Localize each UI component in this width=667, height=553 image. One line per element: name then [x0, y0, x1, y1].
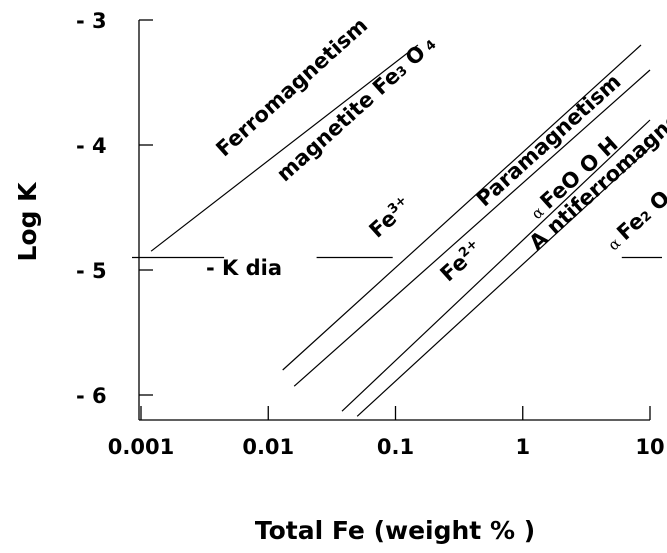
x-ticks: 0.001 0.01 0.1 1 10 [108, 406, 665, 459]
y-tick-label: - 6 [76, 384, 107, 408]
k-dia-label: - K dia [206, 256, 282, 280]
series-line-2 [282, 44, 642, 371]
x-tick-label: 0.001 [108, 435, 174, 459]
series-line-4 [341, 119, 651, 412]
y-tick-label: - 3 [76, 9, 107, 33]
y-tick-label: - 5 [76, 259, 107, 283]
x-tick-label: 1 [515, 435, 530, 459]
annotation-1: Ferromagnetism [211, 13, 372, 161]
x-axis-title: Total Fe (weight % ) [255, 516, 535, 545]
annotation-6: Fe2+ [436, 236, 488, 286]
x-tick-label: 0.1 [377, 435, 414, 459]
plot-lines [150, 44, 651, 417]
series-line-5 [356, 147, 651, 417]
x-tick-label: 0.01 [242, 435, 294, 459]
axes [138, 20, 650, 421]
y-ticks: - 3 - 4 - 5 - 6 [76, 9, 153, 408]
series-line-1 [150, 44, 419, 252]
y-axis-title: Log K [13, 181, 42, 262]
y-tick-label: - 4 [76, 134, 107, 158]
annotation-2: magnetite Fe3 O 4 [272, 31, 440, 186]
x-tick-label: 10 [635, 435, 664, 459]
series-line-3 [293, 69, 651, 387]
annotation-3: Fe3+ [365, 193, 417, 243]
